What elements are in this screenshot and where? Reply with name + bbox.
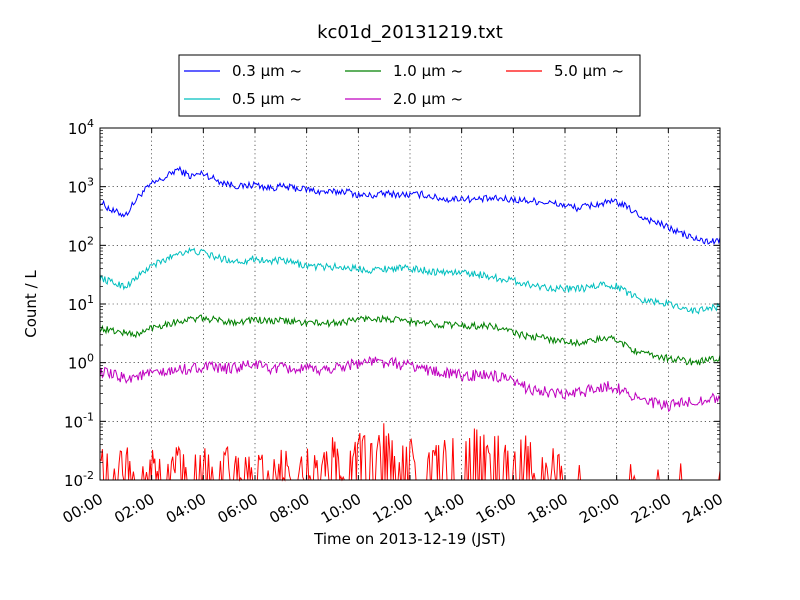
x-tick-label: 14:00 <box>421 490 467 527</box>
x-tick-label: 18:00 <box>525 490 571 527</box>
legend-box <box>178 54 641 117</box>
series-line-1 <box>99 246 721 315</box>
x-tick-label: 08:00 <box>266 490 312 527</box>
series-line-2 <box>99 314 721 366</box>
chart-title: kc01d_20131219.txt <box>317 22 503 43</box>
grid-lines <box>100 128 720 480</box>
series-lines <box>99 165 721 482</box>
x-tick-label: 20:00 <box>576 490 622 527</box>
legend-label-1: 0.5 μm ~ <box>232 90 302 108</box>
x-tick-label: 00:00 <box>60 490 106 527</box>
series-line-0 <box>99 165 721 246</box>
y-tick-label: 103 <box>68 176 94 197</box>
series-line-3 <box>99 355 721 413</box>
legend-label-2: 1.0 μm ~ <box>393 62 463 80</box>
x-tick-label: 06:00 <box>215 490 261 527</box>
legend-label-3: 2.0 μm ~ <box>393 90 463 108</box>
y-tick-label: 10-1 <box>64 410 94 431</box>
x-tick-label: 04:00 <box>163 490 209 527</box>
y-tick-label: 104 <box>68 117 94 138</box>
x-axis-label: Time on 2013-12-19 (JST) <box>313 530 506 548</box>
x-tick-label: 16:00 <box>473 490 519 527</box>
y-axis-label: Count / L <box>22 270 40 338</box>
x-tick-label: 10:00 <box>318 490 364 527</box>
x-tick-label: 02:00 <box>111 490 157 527</box>
x-tick-label: 24:00 <box>680 490 726 527</box>
legend-label-0: 0.3 μm ~ <box>232 62 302 80</box>
x-tick-label: 12:00 <box>370 490 416 527</box>
y-axis-ticks: 10-2 10-1 100 101 102 103 104 <box>64 117 720 490</box>
y-tick-label: 101 <box>68 293 94 314</box>
legend-label-4: 5.0 μm ~ <box>554 62 624 80</box>
y-tick-label: 100 <box>68 352 94 373</box>
x-tick-label: 22:00 <box>628 490 674 527</box>
y-tick-label: 102 <box>68 234 94 255</box>
legend: 0.3 μm ~ 0.5 μm ~ 1.0 μm ~ 2.0 μm ~ 5.0 μm ~ <box>178 54 641 117</box>
y-tick-label: 10-2 <box>64 469 94 490</box>
